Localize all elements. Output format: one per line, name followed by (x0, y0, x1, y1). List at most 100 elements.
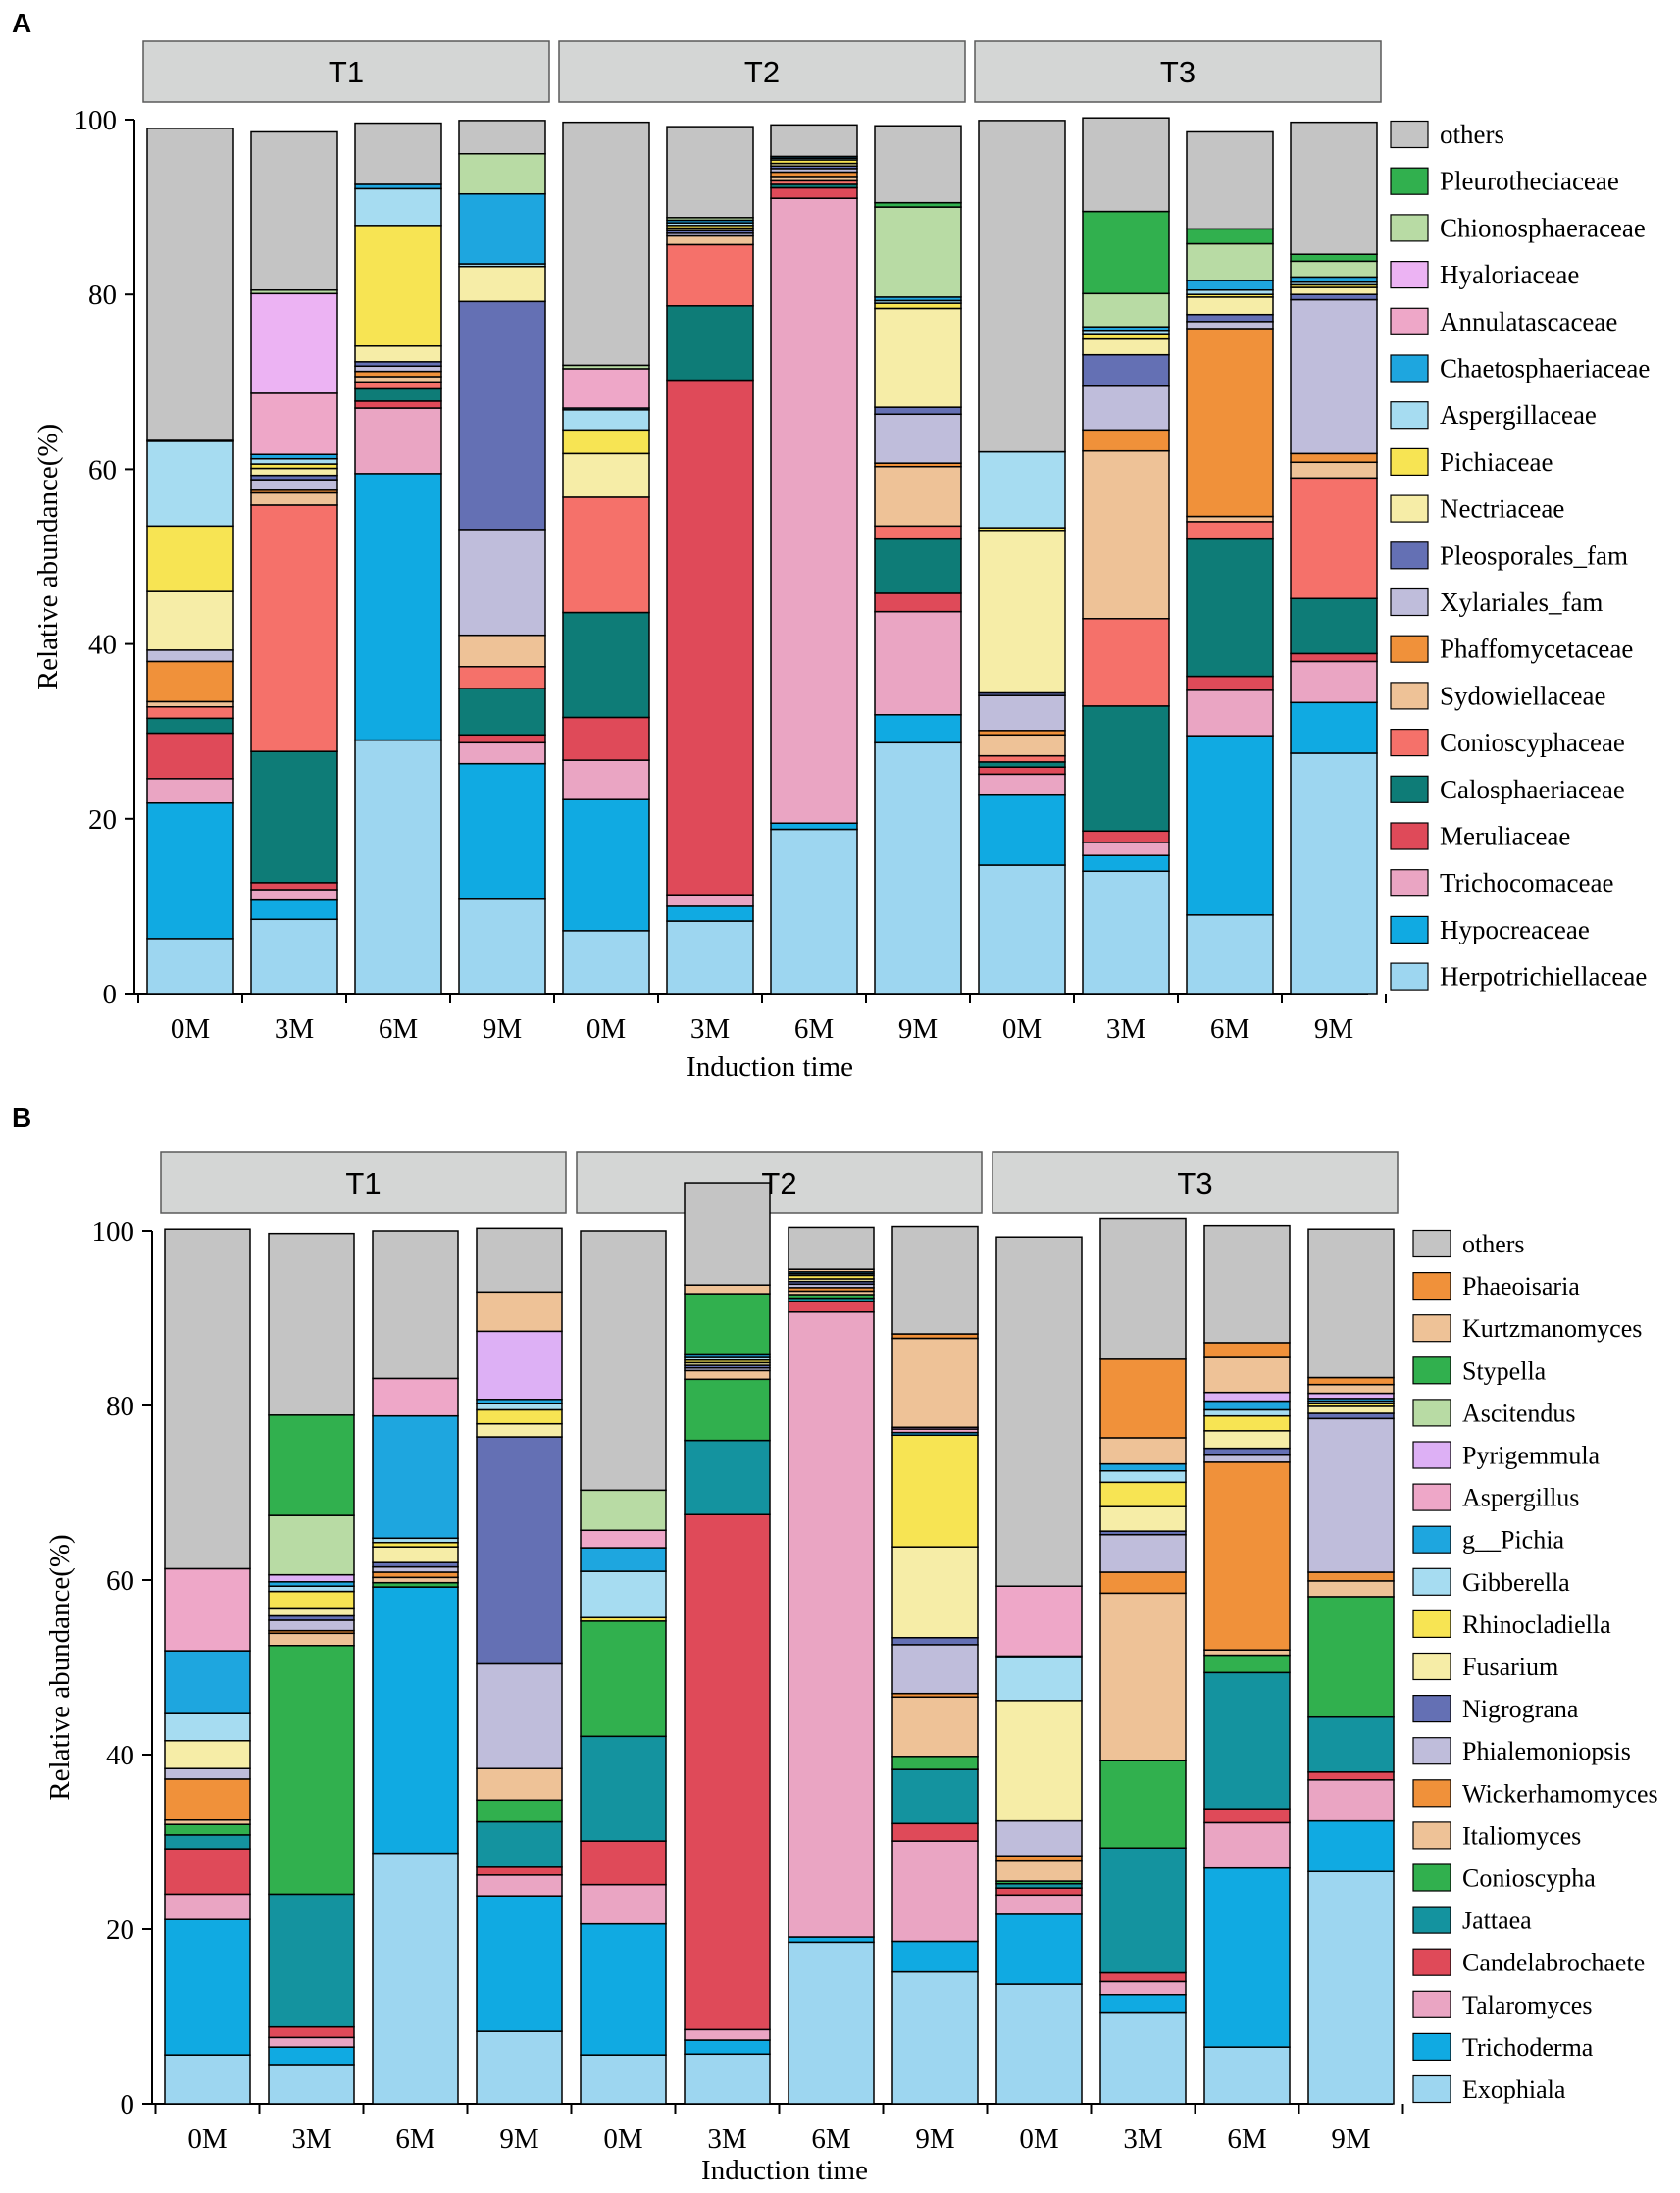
bar-segment-hypocreaceae (874, 714, 962, 744)
bar-segment-conioscyphaceae (978, 754, 1066, 763)
bar-segment-exophiala (995, 1983, 1083, 2105)
bar-segment-hypocreaceae (1082, 854, 1170, 873)
legend-swatch-pleosporales-fam (1390, 541, 1429, 570)
legend-swatch-herpotrichiellaceae (1390, 962, 1429, 991)
bar-segment-herpotrichiellaceae (562, 930, 650, 994)
bar-segment-g-pichia (580, 1547, 667, 1572)
legend-label-aspergillaceae: Aspergillaceae (1440, 400, 1597, 430)
bar-segment-nectriaceae (562, 452, 650, 498)
legend-label-jattaea: Jattaea (1462, 1907, 1532, 1935)
bar-segment-annulatascaceae (250, 392, 338, 456)
legend-label-pleosporales-fam: Pleosporales_fam (1440, 540, 1628, 570)
bar-segment-herpotrichiellaceae (1186, 914, 1274, 994)
bar-segment-xylariales-fam (978, 694, 1066, 732)
bar-segment-italiomyces (476, 1767, 563, 1802)
legend-label-fusarium: Fusarium (1462, 1653, 1558, 1681)
bar-segment-fusarium (1307, 1405, 1395, 1414)
bar-segment-herpotrichiellaceae (978, 864, 1066, 994)
legend-label-g-pichia: g__Pichia (1462, 1526, 1564, 1555)
bar-segment-phaeoisaria (1099, 1358, 1187, 1439)
bar-segment-trichoderma (476, 1895, 563, 2032)
bar-segment-sydowiellaceae (1186, 515, 1274, 523)
bar-segment-nigrograna (891, 1636, 979, 1646)
bar-segment-sydowiellaceae (1290, 461, 1378, 480)
y-axis-title: Relative abundance(%) (32, 424, 64, 689)
bar-segment-gibberella (1203, 1408, 1291, 1417)
bar-segment-g-pichia (1099, 1462, 1187, 1472)
legend-swatch-hypocreaceae (1390, 915, 1429, 944)
bar-segment-jattaea (1099, 1847, 1187, 1974)
bar-segment-talaromyces (268, 2036, 355, 2048)
panel-letter-a: A (12, 8, 32, 38)
x-tick-label: 6M (794, 1013, 834, 1045)
bar-segment-meruliaceae (250, 882, 338, 891)
bar-segment-wickerhamomyces (1307, 1571, 1395, 1582)
group-label: T1 (345, 1166, 381, 1200)
bar-segment-phialemoniopsis (476, 1662, 563, 1769)
bar-segment-conioscyphaceae (146, 706, 234, 720)
x-tick-label: 6M (395, 2123, 434, 2155)
bar-segment-calosphaeriaceae (874, 537, 962, 594)
bar-segment-others (1203, 1224, 1291, 1344)
legend-swatch-rhinocladiella (1412, 1609, 1451, 1639)
bar-segment-trichocomaceae (978, 773, 1066, 796)
bar-segment-talaromyces (1307, 1779, 1395, 1822)
bar-segment-ascitendus (268, 1514, 355, 1576)
group-strip-t3 (992, 1151, 1399, 1214)
bar-segment-phaeoisaria (1203, 1342, 1291, 1358)
group-strip-t1 (142, 40, 550, 103)
bar-segment-others (268, 1232, 355, 1416)
bar-segment-kurtzmanomyces (891, 1337, 979, 1428)
bar-segment-jattaea (268, 1893, 355, 2028)
legend-swatch-candelabrochaete (1412, 1948, 1451, 1976)
bar-segment-trichoderma (372, 1586, 459, 1855)
bar-segment-candelabrochaete (1307, 1771, 1395, 1781)
group-strip-t2 (576, 1151, 983, 1214)
bar-segment-trichoderma (684, 2039, 771, 2056)
legend-swatch-pyrigemmula (1412, 1441, 1451, 1469)
bar-segment-aspergillaceae (562, 409, 650, 432)
bar-segment-xylariales-fam (1290, 298, 1378, 455)
bar-segment-italiomyces (891, 1696, 979, 1758)
x-tick-label: 9M (915, 2123, 954, 2155)
bar-segment-annulatascaceae (562, 368, 650, 409)
legend-swatch-aspergillus (1412, 1483, 1451, 1511)
bar-segment-rhinocladiella (476, 1408, 563, 1425)
legend-swatch-wickerhamomyces (1412, 1779, 1451, 1808)
legend-label-chaetosphaeriaceae: Chaetosphaeriaceae (1440, 354, 1650, 383)
bar-segment-calosphaeriaceae (1186, 537, 1274, 678)
bar-segment-kurtzmanomyces (1307, 1383, 1395, 1395)
bar-segment-chaetosphaeriaceae (458, 192, 546, 265)
bar-segment-exophiala (580, 2054, 667, 2105)
bar-segment-talaromyces (1099, 1980, 1187, 1996)
bar-segment-pichiaceae (146, 525, 234, 592)
bar-segment-calosphaeriaceae (250, 750, 338, 884)
legend-swatch-calosphaeriaceae (1390, 775, 1429, 803)
bar-segment-nigrograna (476, 1436, 563, 1665)
bar-segment-italiomyces (1099, 1592, 1187, 1761)
legend-swatch-kurtzmanomyces (1412, 1314, 1451, 1343)
bar-segment-others (978, 120, 1066, 453)
x-tick-label: 3M (1106, 1013, 1145, 1045)
bar-segment-conioscypha (1099, 1760, 1187, 1849)
y-tick-label: 0 (103, 979, 118, 1010)
bar-segment-talaromyces (684, 2028, 771, 2041)
x-tick-label: 0M (1002, 1013, 1042, 1045)
bar-segment-meruliaceae (1290, 652, 1378, 663)
bar-segment-exophiala (372, 1852, 459, 2105)
legend-swatch-trichoderma (1412, 2032, 1451, 2062)
legend-swatch-phialemoniopsis (1412, 1737, 1451, 1765)
bar-segment-talaromyces (476, 1874, 563, 1897)
bar-segment-jattaea (891, 1768, 979, 1825)
x-tick-label: 6M (379, 1013, 418, 1045)
bar-segment-others (562, 121, 650, 367)
bar-segment-phaffomycetaceae (1082, 429, 1170, 452)
bar-segment-pichiaceae (562, 429, 650, 455)
bar-segment-pleosporales-fam (1082, 353, 1170, 387)
bar-segment-trichoderma (1307, 1819, 1395, 1873)
bar-segment-rhinocladiella (268, 1590, 355, 1610)
bar-segment-sydowiellaceae (874, 465, 962, 528)
legend-label-pichiaceae: Pichiaceae (1440, 447, 1553, 477)
bar-segment-sydowiellaceae (458, 634, 546, 668)
legend-swatch-ascitendus (1412, 1399, 1451, 1427)
